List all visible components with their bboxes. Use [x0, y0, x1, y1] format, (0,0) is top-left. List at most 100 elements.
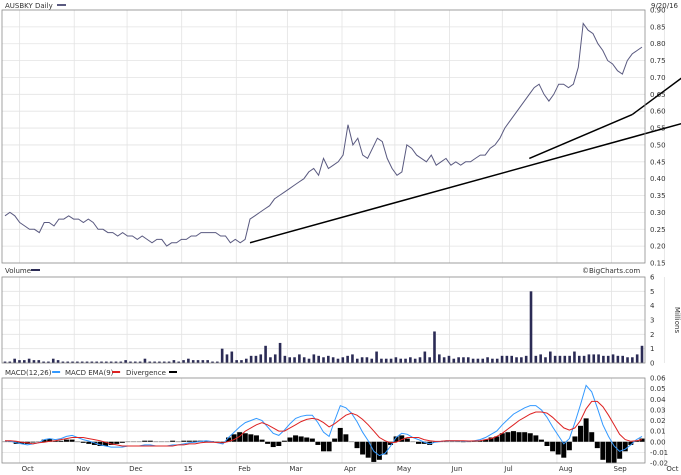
- divergence-bar: [622, 441, 628, 452]
- price-y-tick-14: 0.85: [650, 23, 666, 31]
- volume-bar: [515, 357, 518, 363]
- trendline-3: [631, 77, 681, 116]
- divergence-bar: [52, 440, 58, 442]
- volume-bar: [616, 355, 620, 363]
- volume-bar: [558, 355, 562, 363]
- volume-bar: [37, 360, 41, 363]
- price-y-tick-4: 0.35: [650, 192, 666, 200]
- volume-bar: [187, 358, 190, 363]
- volume-bar: [129, 361, 132, 363]
- volume-bar: [322, 357, 325, 363]
- price-y-tick-8: 0.55: [650, 125, 666, 133]
- volume-bar: [206, 360, 209, 363]
- volume-bar: [51, 358, 55, 363]
- volume-bar: [47, 361, 50, 363]
- divergence-bar: [360, 441, 366, 455]
- volume-bar: [510, 355, 514, 363]
- divergence-bar: [415, 441, 421, 444]
- volume-y-tick-2: 2: [650, 331, 654, 339]
- volume-bar: [85, 361, 89, 363]
- volume-bar: [433, 331, 436, 363]
- volume-bar: [631, 357, 634, 363]
- macd-x-tick-oct: Oct: [22, 465, 34, 473]
- volume-bar: [457, 357, 460, 363]
- price-y-tick-11: 0.70: [650, 74, 666, 82]
- volume-bar: [288, 357, 292, 363]
- divergence-bar: [427, 441, 433, 445]
- volume-bar: [80, 361, 84, 363]
- price-y-tick-9: 0.60: [650, 108, 666, 116]
- volume-bar: [220, 348, 224, 363]
- volume-bar: [384, 358, 388, 363]
- volume-bar: [524, 355, 528, 363]
- price-y-tick-15: 0.90: [650, 7, 666, 15]
- divergence-bar: [499, 433, 505, 442]
- divergence-bar: [203, 440, 209, 442]
- volume-bar: [447, 355, 451, 363]
- price-y-tick-5: 0.40: [650, 175, 666, 183]
- divergence-bar: [343, 434, 349, 442]
- volume-y-axis: 0 1 2 3 4 5 6: [650, 274, 655, 368]
- price-y-axis: 0.15 0.20 0.25 0.30 0.35 0.40 0.45 0.50 0.55 0.60…: [650, 7, 666, 268]
- divergence-bar: [231, 434, 237, 442]
- volume-frame: [1, 276, 646, 364]
- volume-bar: [143, 358, 147, 363]
- volume-bar: [611, 354, 615, 363]
- macd-x-tick-aug: Aug: [559, 465, 573, 473]
- volume-bar: [172, 360, 176, 363]
- volume-bar: [27, 358, 31, 363]
- divergence-bar: [399, 435, 405, 442]
- volume-bar: [177, 361, 181, 363]
- divergence-bar: [544, 441, 550, 446]
- volume-bar: [66, 361, 70, 363]
- macd-signal-line: [5, 400, 643, 447]
- macd-y-tick-0: -0.02: [650, 460, 668, 468]
- volume-bar: [621, 355, 624, 363]
- macd-y-tick-5: 0.03: [650, 406, 666, 414]
- volume-bar: [167, 361, 171, 363]
- volume-bar: [42, 361, 45, 363]
- volume-bar: [351, 354, 354, 363]
- divergence-bar: [321, 441, 326, 452]
- divergence-bar: [388, 441, 394, 445]
- volume-bar: [18, 360, 21, 363]
- divergence-bar: [522, 432, 528, 442]
- volume-bar: [495, 358, 499, 363]
- volume-bar: [269, 357, 272, 363]
- volume-bar: [23, 360, 26, 363]
- macd-line: [4, 384, 643, 457]
- volume-bar: [640, 345, 644, 363]
- divergence-bar: [354, 441, 360, 449]
- macd-grid: [2, 377, 665, 464]
- divergence-bar: [30, 441, 36, 443]
- volume-bar: [235, 360, 238, 363]
- volume-bar: [133, 361, 137, 363]
- volume-bar: [442, 357, 446, 363]
- divergence-bar: [404, 438, 410, 442]
- volume-bar: [409, 357, 412, 363]
- trendline-1: [249, 122, 681, 244]
- divergence-bar: [19, 441, 25, 444]
- divergence-bar: [287, 437, 293, 442]
- volume-unit-label: Millions: [673, 307, 681, 334]
- volume-bar: [370, 358, 374, 363]
- divergence-bar: [253, 435, 259, 442]
- volume-bar: [544, 357, 547, 363]
- divergence-bar: [578, 425, 584, 442]
- divergence-bar: [248, 434, 254, 442]
- volume-bar: [418, 357, 422, 363]
- volume-bar: [582, 355, 586, 363]
- macd-x-tick-dec: Dec: [129, 465, 143, 473]
- volume-bars: [3, 291, 644, 363]
- divergence-bar: [69, 439, 75, 442]
- volume-bar: [626, 357, 629, 363]
- volume-bar: [95, 361, 98, 363]
- volume-bar: [211, 361, 214, 363]
- volume-bar: [394, 357, 398, 363]
- volume-bar: [249, 355, 253, 363]
- price-y-tick-7: 0.50: [650, 141, 666, 149]
- price-y-tick-1: 0.20: [650, 243, 666, 251]
- divergence-bar: [41, 439, 47, 442]
- volume-bar: [428, 357, 431, 363]
- price-line: [4, 22, 643, 247]
